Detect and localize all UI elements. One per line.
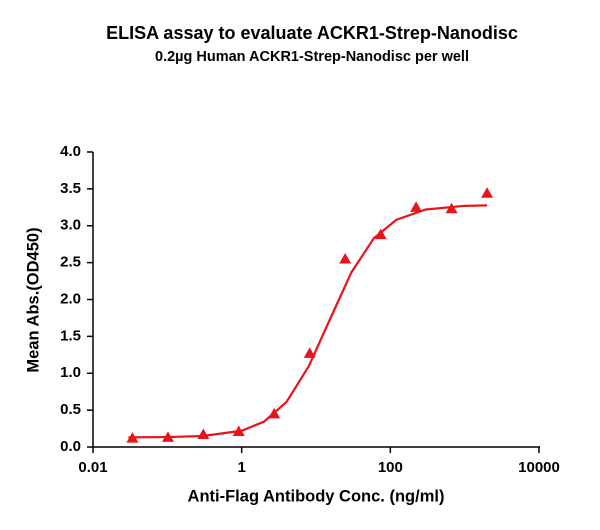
chart-title: ELISA assay to evaluate ACKR1-Strep-Nano… <box>106 23 518 43</box>
y-tick-label: 3.5 <box>60 180 81 197</box>
x-tick-label: 1 <box>237 459 245 476</box>
x-tick-label: 10000 <box>518 459 560 476</box>
y-tick-label: 0.5 <box>60 401 81 418</box>
y-tick-label: 3.0 <box>60 217 81 234</box>
x-tick-label: 0.01 <box>78 459 107 476</box>
fit-curve <box>128 204 488 439</box>
y-tick-label: 2.0 <box>60 290 81 307</box>
x-tick-label: 100 <box>378 459 403 476</box>
y-tick-label: 4.0 <box>60 143 81 160</box>
data-point <box>481 187 494 198</box>
data-point <box>339 252 352 264</box>
y-tick-label: 0.0 <box>60 438 81 455</box>
data-point <box>197 428 210 439</box>
data-point <box>410 201 423 212</box>
y-tick-label: 2.5 <box>60 254 81 271</box>
chart-subtitle: 0.2µg Human ACKR1-Strep-Nanodisc per wel… <box>155 49 469 65</box>
y-axis-label: Mean Abs.(OD450) <box>24 227 42 372</box>
y-tick-label: 1.5 <box>60 327 81 344</box>
y-tick-label: 1.0 <box>60 364 81 381</box>
x-axis-label: Anti-Flag Antibody Conc. (ng/ml) <box>188 487 445 505</box>
